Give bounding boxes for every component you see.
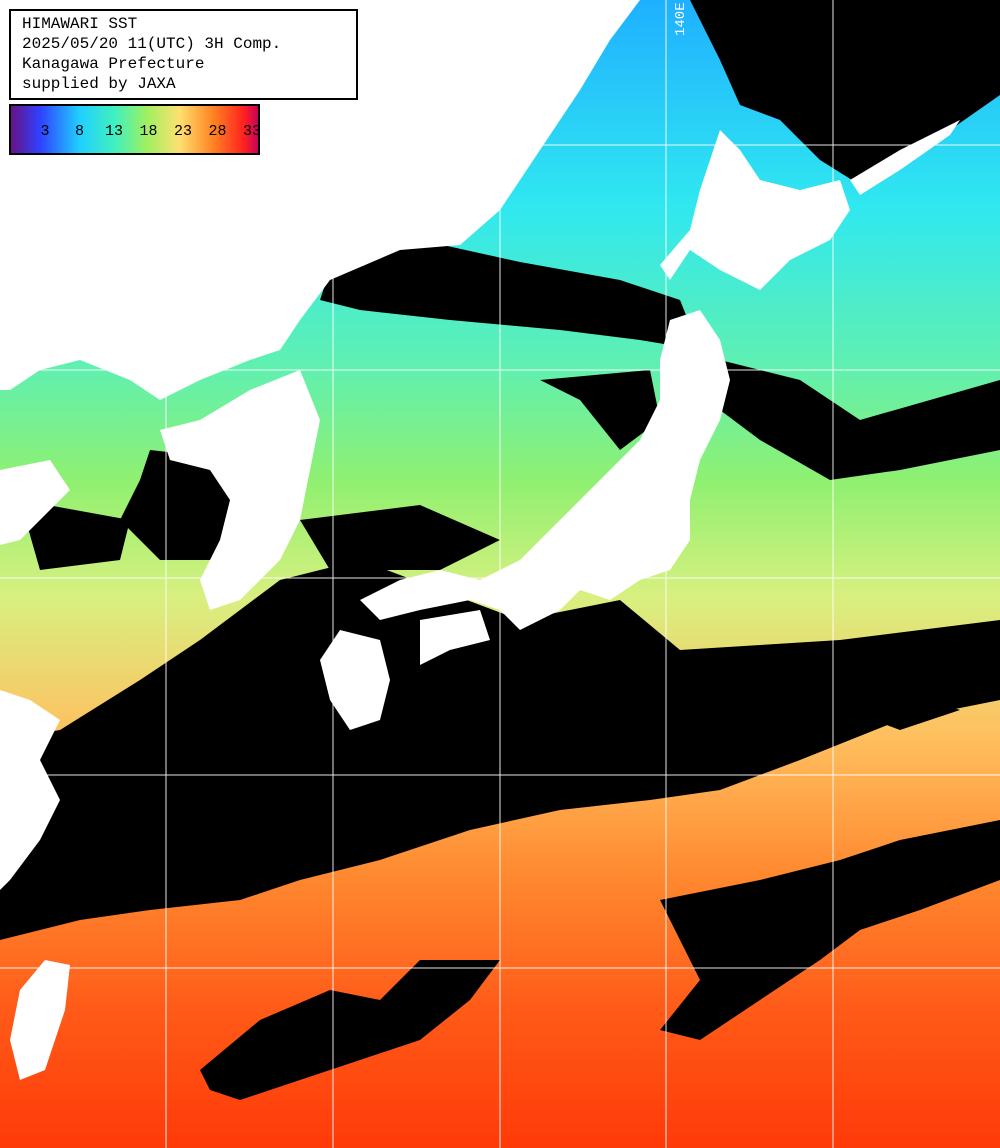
color-bar-labels: 3 8 13 18 23 28 33 bbox=[40, 123, 261, 140]
color-bar-label: 18 bbox=[139, 123, 157, 140]
color-bar-label: 3 bbox=[40, 123, 49, 140]
header-box bbox=[9, 9, 358, 100]
header-line: HIMAWARI SST bbox=[22, 15, 137, 33]
color-bar-label: 28 bbox=[208, 123, 226, 140]
latitude-label: 40N bbox=[14, 356, 39, 372]
longitude-label: 140E bbox=[673, 2, 689, 36]
color-bar-label: 8 bbox=[75, 123, 84, 140]
color-bar-label: 13 bbox=[105, 123, 123, 140]
color-bar-label: 23 bbox=[174, 123, 192, 140]
latitude-label: 30N bbox=[14, 761, 39, 777]
header-line: supplied by JAXA bbox=[22, 75, 176, 93]
color-bar bbox=[9, 104, 260, 155]
header-line: Kanagawa Prefecture bbox=[22, 55, 204, 73]
header-line: 2025/05/20 11(UTC) 3H Comp. bbox=[22, 35, 281, 53]
color-bar-label: 33 bbox=[243, 123, 261, 140]
